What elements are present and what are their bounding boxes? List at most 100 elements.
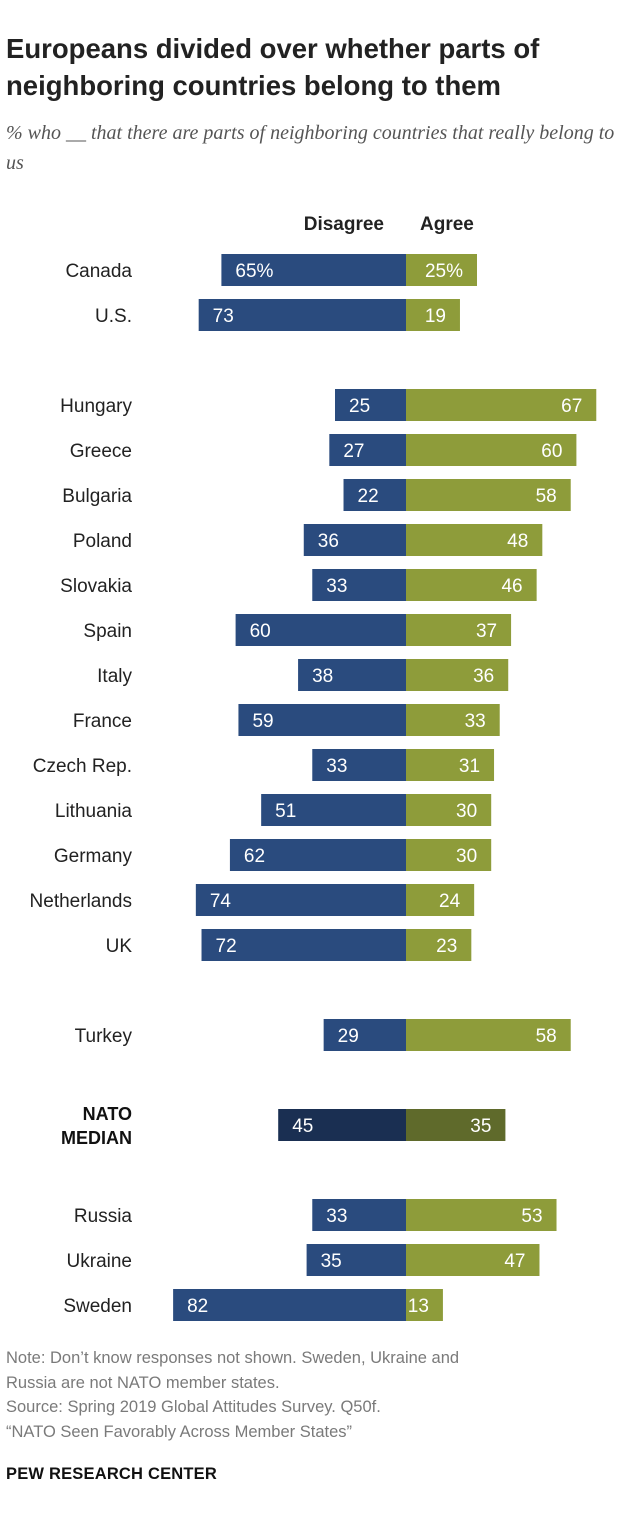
value-agree-sweden: 13	[408, 1296, 429, 1317]
bar-disagree-greece	[329, 434, 406, 466]
value-disagree-u-s: 73	[213, 306, 234, 327]
value-agree-netherlands: 24	[439, 891, 461, 912]
value-agree-germany: 30	[456, 846, 477, 867]
value-disagree-canada: 65%	[235, 261, 273, 282]
category-label-hungary: Hungary	[60, 396, 132, 417]
pew-logo-text: PEW RESEARCH CENTER	[6, 1465, 217, 1483]
footer-notes: Note: Don’t know responses not shown. Sw…	[6, 1346, 606, 1444]
diverging-bar-chart: Disagree Agree 65% 25% Canada 73 19 U.S. 25 67 Hun…	[30, 214, 597, 1321]
source-line-2: “NATO Seen Favorably Across Member State…	[6, 1422, 353, 1441]
value-agree-poland: 48	[507, 531, 528, 552]
bar-agree-hungary	[406, 389, 597, 421]
bar-disagree-uk	[201, 929, 406, 961]
bar-agree-slovakia	[406, 569, 537, 601]
bar-disagree-lithuania	[261, 794, 406, 826]
category-label-u-s: U.S.	[95, 306, 132, 327]
bar-agree-ukraine	[406, 1244, 540, 1276]
value-agree-italy: 36	[473, 666, 494, 687]
category-label-nato-median: NATO MEDIAN	[61, 1104, 132, 1148]
category-label-netherlands: Netherlands	[30, 891, 132, 912]
bar-disagree-czech-rep	[312, 749, 406, 781]
bar-agree-u-s	[406, 299, 460, 331]
bar-disagree-russia	[312, 1199, 406, 1231]
bar-agree-sweden	[406, 1289, 443, 1321]
bar-agree-nato-median	[406, 1109, 506, 1141]
value-disagree-spain: 60	[250, 621, 271, 642]
value-agree-u-s: 19	[425, 306, 446, 327]
legend-agree: Agree	[420, 214, 474, 235]
bar-disagree-canada	[221, 254, 406, 286]
value-agree-nato-median: 35	[470, 1116, 491, 1137]
bar-agree-russia	[406, 1199, 557, 1231]
value-disagree-slovakia: 33	[326, 576, 347, 597]
value-agree-czech-rep: 31	[459, 756, 480, 777]
category-label-sweden: Sweden	[63, 1296, 132, 1317]
value-agree-greece: 60	[541, 441, 562, 462]
bar-agree-uk	[406, 929, 472, 961]
category-label-spain: Spain	[83, 621, 132, 642]
bar-agree-czech-rep	[406, 749, 495, 781]
bar-disagree-sweden	[173, 1289, 406, 1321]
chart-subtitle: % who __ that there are parts of neighbo…	[6, 122, 615, 174]
bar-disagree-netherlands	[195, 884, 406, 916]
value-disagree-poland: 36	[318, 531, 339, 552]
value-disagree-uk: 72	[216, 936, 237, 957]
value-disagree-ukraine: 35	[321, 1251, 342, 1272]
bar-disagree-ukraine	[306, 1244, 406, 1276]
value-disagree-nato-median: 45	[292, 1116, 313, 1137]
category-label-bulgaria: Bulgaria	[62, 486, 132, 507]
value-disagree-germany: 62	[244, 846, 265, 867]
bar-agree-france	[406, 704, 500, 736]
bar-disagree-slovakia	[312, 569, 406, 601]
category-label-turkey: Turkey	[75, 1026, 133, 1047]
bar-disagree-poland	[303, 524, 406, 556]
category-label-france: France	[73, 711, 132, 732]
value-disagree-turkey: 29	[338, 1026, 359, 1047]
note-line-2: Russia are not NATO member states.	[6, 1373, 280, 1392]
bar-agree-netherlands	[406, 884, 475, 916]
category-label-russia: Russia	[74, 1206, 133, 1227]
bar-disagree-germany	[229, 839, 406, 871]
value-disagree-greece: 27	[343, 441, 364, 462]
value-disagree-sweden: 82	[187, 1296, 208, 1317]
value-agree-turkey: 58	[536, 1026, 557, 1047]
value-disagree-czech-rep: 33	[326, 756, 347, 777]
bar-agree-italy	[406, 659, 509, 691]
bar-agree-bulgaria	[406, 479, 571, 511]
category-label-lithuania: Lithuania	[55, 801, 133, 822]
bar-disagree-spain	[235, 614, 406, 646]
value-agree-slovakia: 46	[501, 576, 522, 597]
value-agree-lithuania: 30	[456, 801, 477, 822]
category-label-slovakia: Slovakia	[60, 576, 132, 597]
category-label-uk: UK	[106, 936, 133, 957]
value-agree-ukraine: 47	[504, 1251, 525, 1272]
category-label-germany: Germany	[54, 846, 133, 867]
value-agree-bulgaria: 58	[536, 486, 557, 507]
bar-disagree-hungary	[335, 389, 406, 421]
value-agree-hungary: 67	[561, 396, 582, 417]
category-label-canada: Canada	[65, 261, 132, 282]
bar-agree-greece	[406, 434, 577, 466]
value-agree-france: 33	[465, 711, 486, 732]
value-agree-spain: 37	[476, 621, 497, 642]
value-disagree-netherlands: 74	[210, 891, 232, 912]
bar-disagree-italy	[298, 659, 406, 691]
bar-disagree-nato-median	[278, 1109, 406, 1141]
value-agree-russia: 53	[521, 1206, 542, 1227]
bar-disagree-u-s	[198, 299, 406, 331]
value-disagree-italy: 38	[312, 666, 333, 687]
value-agree-canada: 25%	[425, 261, 463, 282]
value-agree-uk: 23	[436, 936, 457, 957]
bar-agree-poland	[406, 524, 543, 556]
value-disagree-france: 59	[252, 711, 273, 732]
value-disagree-hungary: 25	[349, 396, 370, 417]
bar-agree-lithuania	[406, 794, 492, 826]
category-label-greece: Greece	[70, 441, 132, 462]
chart-title: Europeans divided over whether parts of …	[6, 33, 540, 101]
value-disagree-bulgaria: 22	[358, 486, 379, 507]
bar-disagree-turkey	[323, 1019, 406, 1051]
note-line-1: Note: Don’t know responses not shown. Sw…	[6, 1349, 460, 1367]
category-label-ukraine: Ukraine	[67, 1251, 132, 1272]
bar-disagree-france	[238, 704, 406, 736]
category-label-czech-rep: Czech Rep.	[33, 756, 132, 777]
